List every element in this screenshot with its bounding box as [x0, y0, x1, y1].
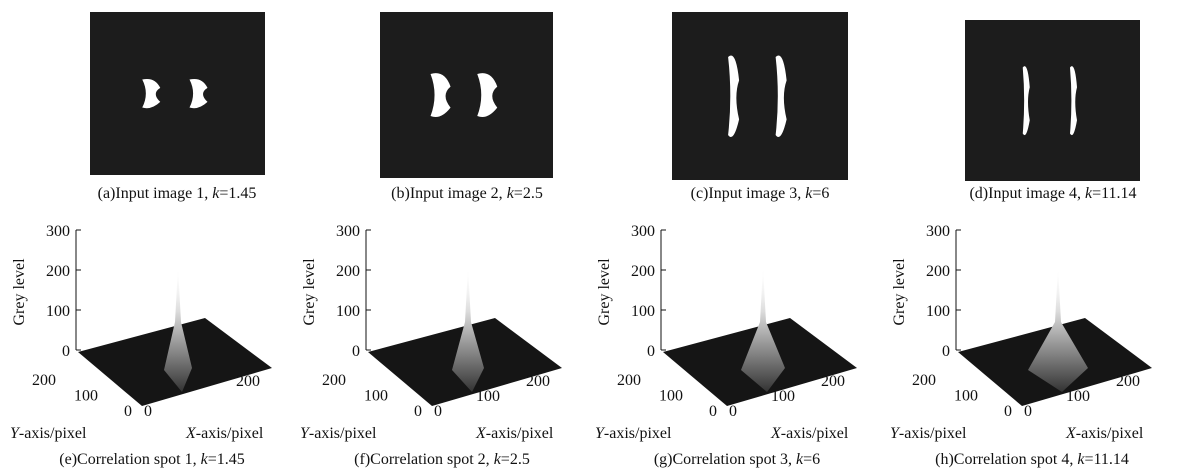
y-tick-label: 0: [124, 403, 132, 420]
y-tick-label: 100: [954, 388, 978, 405]
z-tick-label: 300: [336, 223, 360, 240]
y-tick-label: 0: [1004, 403, 1012, 420]
y-tick-label: 200: [32, 372, 56, 389]
x-axis-label: X-axis/pixel: [185, 425, 264, 442]
x-axis-label: X-axis/pixel: [475, 425, 554, 442]
x-tick-label: 200: [821, 373, 845, 390]
caption-value: =2.5: [514, 185, 543, 202]
y-tick-label: 200: [322, 372, 346, 389]
caption-value: =1.45: [208, 451, 245, 468]
x-tick-label: 0: [1024, 403, 1032, 420]
x-tick-label: 200: [236, 373, 260, 390]
y-tick-label: 200: [912, 372, 936, 389]
axis-text: -axis/pixel: [196, 425, 264, 442]
input-image: [672, 12, 848, 180]
caption-value: =2.5: [501, 451, 530, 468]
caption-value: =6: [803, 451, 820, 468]
y-tick-label: 0: [414, 403, 422, 420]
z-tick-label: 300: [926, 223, 950, 240]
x-tick-label: 0: [729, 403, 737, 420]
z-axis-label: Grey level: [11, 258, 28, 326]
caption-text: (h)Correlation spot 4,: [935, 451, 1073, 468]
axis-text: -axis/pixel: [486, 425, 554, 442]
z-axis-label: Grey level: [891, 258, 908, 326]
input-image: [90, 12, 265, 175]
plot-caption: (f)Correlation spot 2,k=2.5: [354, 451, 530, 468]
caption-value: =6: [812, 185, 829, 202]
z-tick-label: 200: [926, 263, 950, 280]
x-tick-label: 100: [771, 388, 795, 405]
caption-text: (b)Input image 2,: [391, 185, 503, 202]
caption-value: =1.45: [219, 185, 256, 202]
x-tick-label: 200: [1116, 373, 1140, 390]
caption-value: =11.14: [1084, 451, 1128, 468]
caption-text: (g)Correlation spot 3,: [654, 451, 792, 468]
z-tick-label: 100: [631, 303, 655, 320]
y-axis-label: Y-axis/pixel: [300, 425, 377, 442]
input-image: [965, 20, 1140, 181]
y-tick-label: 200: [617, 372, 641, 389]
z-axis-label: Grey level: [301, 258, 318, 326]
figure: (a)Input image 1,k=1.45 0 100 200 300 Grey le…: [0, 0, 1189, 473]
y-tick-label: 100: [659, 388, 683, 405]
axis-text: -axis/pixel: [309, 425, 377, 442]
caption-text: (a)Input image 1,: [98, 185, 209, 202]
image-caption: (b)Input image 2,k=2.5: [391, 185, 543, 202]
z-tick-label: 0: [62, 343, 70, 360]
caption-text: (c)Input image 3,: [691, 185, 802, 202]
x-tick-label: 0: [144, 403, 152, 420]
y-axis-label: Y-axis/pixel: [10, 425, 87, 442]
z-tick-label: 100: [926, 303, 950, 320]
axis-text: -axis/pixel: [1076, 425, 1144, 442]
y-axis-label: Y-axis/pixel: [595, 425, 672, 442]
x-tick-label: 0: [434, 403, 442, 420]
z-tick-label: 300: [46, 223, 70, 240]
axis-text: -axis/pixel: [19, 425, 87, 442]
z-axis-label: Grey level: [596, 258, 613, 326]
z-tick-label: 200: [336, 263, 360, 280]
image-caption: (c)Input image 3,k=6: [691, 185, 830, 202]
axis-text: -axis/pixel: [781, 425, 849, 442]
z-tick-label: 200: [46, 263, 70, 280]
axis-text: -axis/pixel: [899, 425, 967, 442]
axis-text: -axis/pixel: [604, 425, 672, 442]
y-tick-label: 100: [74, 388, 98, 405]
image-caption: (a)Input image 1,k=1.45: [98, 185, 257, 202]
caption-text: (f)Correlation spot 2,: [354, 451, 490, 468]
z-tick-label: 100: [46, 303, 70, 320]
image-caption: (d)Input image 4,k=11.14: [969, 185, 1136, 202]
x-axis-label: X-axis/pixel: [770, 425, 849, 442]
plot-caption: (h)Correlation spot 4,k=11.14: [935, 451, 1129, 468]
z-tick-label: 0: [352, 343, 360, 360]
x-tick-label: 200: [526, 373, 550, 390]
input-image: [380, 12, 553, 178]
z-tick-label: 0: [942, 343, 950, 360]
y-axis-label: Y-axis/pixel: [890, 425, 967, 442]
z-tick-label: 200: [631, 263, 655, 280]
caption-value: =11.14: [1092, 185, 1136, 202]
caption-text: (e)Correlation spot 1,: [59, 451, 196, 468]
z-tick-label: 300: [631, 223, 655, 240]
x-axis-label: X-axis/pixel: [1065, 425, 1144, 442]
z-tick-label: 100: [336, 303, 360, 320]
plot-caption: (e)Correlation spot 1,k=1.45: [59, 451, 244, 468]
y-tick-label: 0: [709, 403, 717, 420]
y-tick-label: 100: [364, 388, 388, 405]
x-tick-label: 100: [1066, 388, 1090, 405]
z-tick-label: 0: [647, 343, 655, 360]
x-tick-label: 100: [476, 388, 500, 405]
caption-text: (d)Input image 4,: [969, 185, 1081, 202]
plot-caption: (g)Correlation spot 3,k=6: [654, 451, 820, 468]
